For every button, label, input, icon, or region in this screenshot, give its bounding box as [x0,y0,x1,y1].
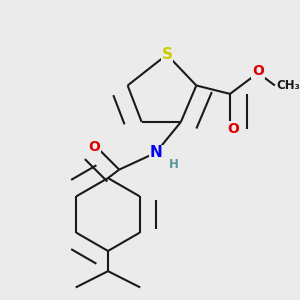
Text: H: H [169,158,179,170]
Text: S: S [161,47,172,62]
Text: CH₃: CH₃ [276,79,300,92]
Text: O: O [227,122,239,136]
Text: O: O [88,140,100,154]
Text: N: N [149,145,162,160]
Text: O: O [252,64,264,79]
